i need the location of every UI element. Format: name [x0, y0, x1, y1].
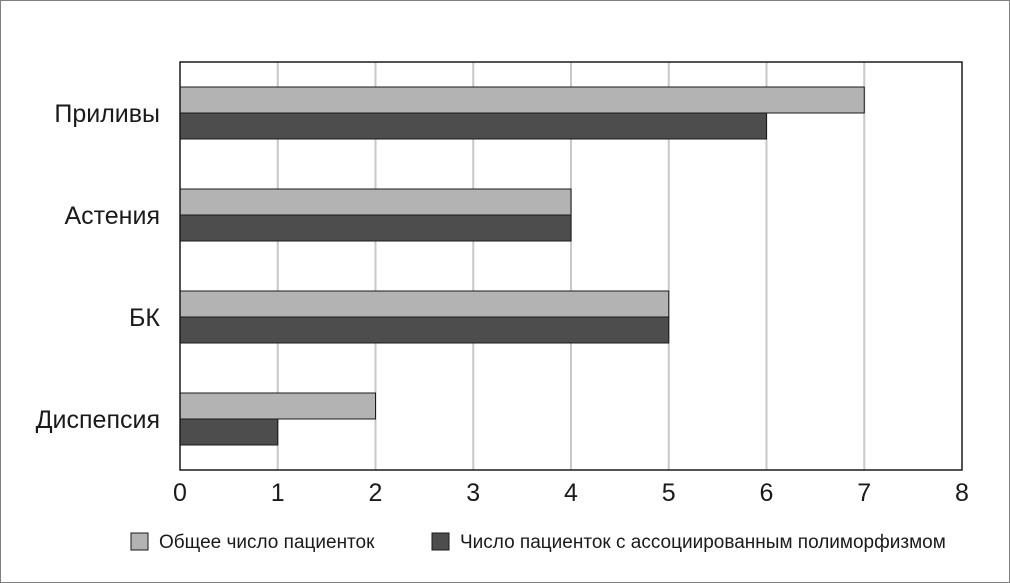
legend-label: Общее число пациенток	[159, 532, 375, 553]
bar-polymorphism-0	[179, 112, 767, 140]
bar-polymorphism-3	[179, 418, 279, 446]
legend-swatch	[431, 532, 450, 551]
category-label: Диспепсия	[36, 406, 160, 434]
bar-polymorphism-1	[179, 214, 572, 242]
bar-total-1	[179, 188, 572, 216]
category-label: Приливы	[54, 100, 160, 128]
x-tick-label: 3	[466, 479, 480, 507]
legend: Общее число пациенток Число пациенток с а…	[130, 532, 946, 553]
x-tick-label: 2	[369, 479, 383, 507]
x-tick-label: 4	[564, 479, 578, 507]
plot-area-border	[179, 61, 963, 471]
category-labels: Приливы Астения БК Диспепсия	[36, 100, 161, 434]
bars	[179, 86, 865, 446]
legend-swatch	[130, 532, 149, 551]
category-label: Астения	[64, 202, 160, 230]
legend-label: Число пациенток с ассоциированным полимо…	[460, 532, 946, 553]
bar-polymorphism-2	[179, 316, 670, 344]
x-tick-label: 8	[955, 479, 969, 507]
category-label: БК	[129, 304, 160, 332]
bar-total-3	[179, 392, 376, 420]
bar-total-0	[179, 86, 865, 114]
x-tick-label: 5	[662, 479, 676, 507]
x-tick-label: 7	[857, 479, 871, 507]
x-tick-label: 1	[271, 479, 285, 507]
bar-total-2	[179, 290, 670, 318]
x-tick-label: 6	[760, 479, 774, 507]
x-tick-labels: 0 1 2 3 4 5 6 7 8	[173, 479, 969, 507]
x-tick-label: 0	[173, 479, 187, 507]
